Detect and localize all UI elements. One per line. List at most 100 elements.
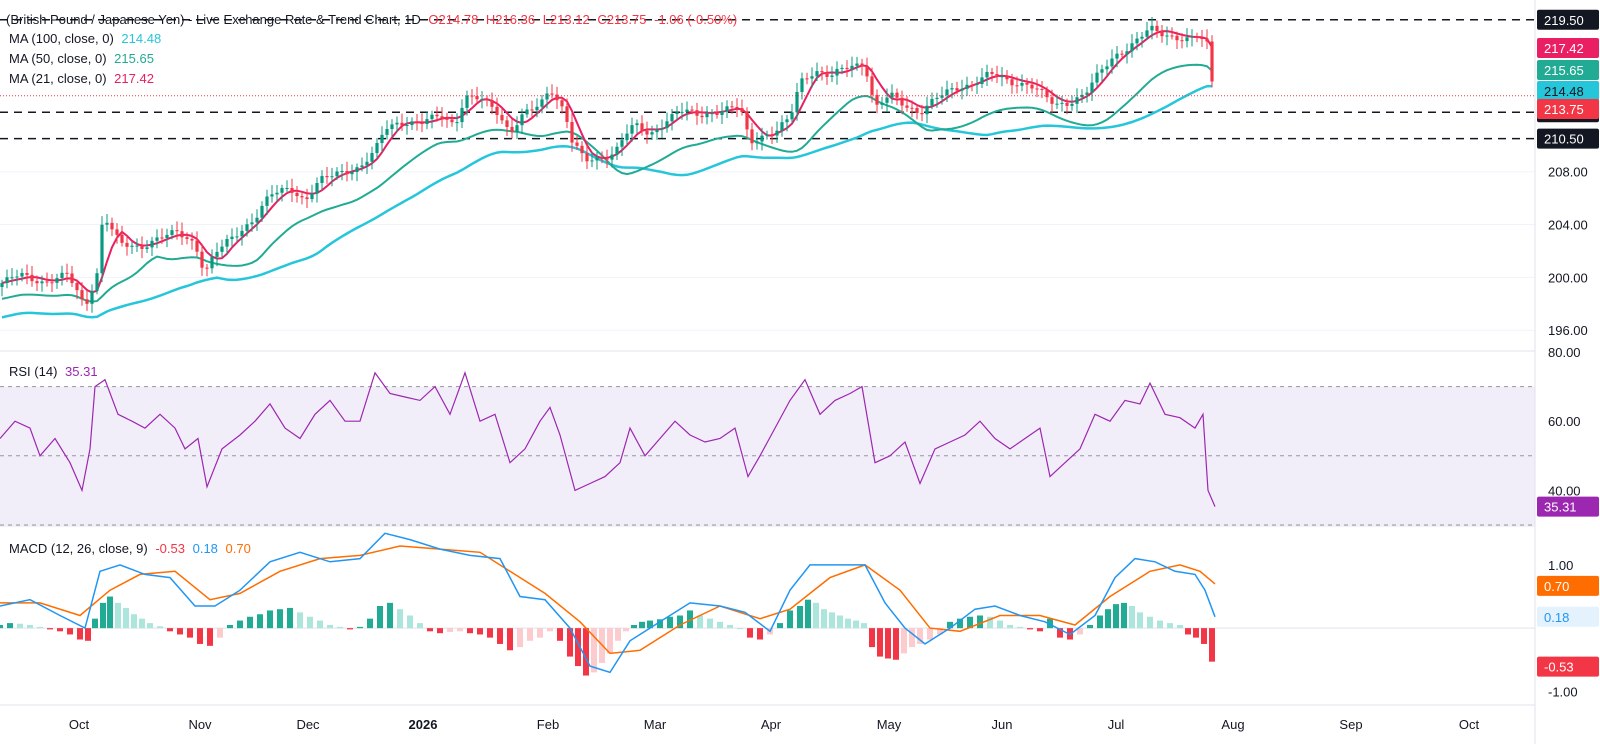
last-price-axis-label-box [1537, 99, 1599, 119]
macd-hist-bar [507, 628, 513, 651]
macd-macd-axis-label: 0.18 [1544, 610, 1569, 625]
candle-body [405, 125, 409, 127]
macd-hist-bar [277, 609, 283, 629]
ma100-value: 214.48 [121, 31, 162, 46]
candle-body [1065, 102, 1069, 106]
macd-hist-bar [1137, 612, 1143, 629]
rsi-legend[interactable]: RSI (14) 35.31 [9, 364, 102, 380]
open-value: O214.78 [428, 12, 479, 27]
ma50-legend[interactable]: MA (50, close, 0) 215.65 [9, 51, 158, 67]
candle-body [850, 65, 854, 69]
candle-body [970, 84, 974, 86]
macd-hist-bar [667, 616, 673, 629]
macd-hist-bar [853, 620, 859, 629]
candle-body [455, 122, 459, 124]
candle-body [10, 277, 14, 279]
candle-body [85, 299, 89, 304]
last-price-axis-label: 213.75 [1544, 102, 1584, 117]
candle-body [135, 245, 139, 247]
candle-body [535, 106, 539, 111]
ma50-axis-label-box [1537, 60, 1599, 80]
macd-hist-bar [115, 602, 121, 629]
candle-body [670, 114, 674, 122]
candle-body [1125, 51, 1129, 55]
macd-hist-bar [517, 628, 523, 648]
candle-body [210, 256, 214, 269]
candle-body [275, 192, 279, 195]
rsi-band [0, 386, 1535, 525]
macd-hist-bar [747, 628, 753, 638]
macd-hist-bar [937, 628, 943, 635]
candle-body [280, 188, 284, 193]
macd-hist-bar [623, 628, 629, 632]
macd-hist-bar [197, 628, 203, 644]
candle-body [940, 95, 944, 98]
macd-hist-bar [307, 616, 313, 629]
candle-body [600, 157, 604, 159]
candle-body [345, 170, 349, 175]
candle-body [615, 146, 619, 155]
candle-body [145, 247, 149, 249]
macd-legend[interactable]: MACD (12, 26, close, 9) -0.53 0.18 0.70 [9, 541, 255, 557]
candle-body [920, 112, 924, 115]
macd-hist-bar [947, 621, 953, 629]
macd-hist-bar [167, 628, 173, 632]
macd-pane [0, 532, 1535, 676]
ma100-legend[interactable]: MA (100, close, 0) 214.48 [9, 31, 165, 47]
macd-tick-label: -1.00 [1548, 684, 1578, 699]
macd-hist-bar [557, 628, 563, 641]
macd-hist-bar [257, 614, 263, 629]
candle-body [735, 106, 739, 109]
macd-hist-bar [777, 623, 783, 629]
candle-body [825, 72, 829, 77]
macd-hist-bar [727, 624, 733, 629]
candle-body [1055, 103, 1059, 105]
candle-body [95, 273, 99, 291]
macd-hist-bar [537, 628, 543, 638]
macd-hist-bar [997, 620, 1003, 629]
level-210-label-box [1537, 128, 1599, 149]
macd-hist-bar [657, 619, 663, 629]
candle-body [130, 245, 134, 247]
candle-body [1120, 53, 1124, 55]
candle-body [1045, 89, 1049, 98]
macd-hist-bar [357, 626, 363, 629]
candle-body [890, 92, 894, 98]
macd-hist-bar [487, 628, 493, 638]
ma100-line [1, 84, 1213, 319]
macd-histogram [0, 596, 1215, 676]
macd-hist-bar [0, 624, 3, 629]
candle-body [550, 93, 554, 95]
macd-hist-bar [877, 628, 883, 657]
macd-hist-bar [575, 628, 581, 667]
ma21-legend[interactable]: MA (21, close, 0) 217.42 [9, 71, 158, 87]
macd-hist-bar [297, 612, 303, 629]
price-pane [0, 17, 1535, 331]
macd-hist-bar [139, 618, 145, 629]
macd-hist-bar [1105, 609, 1111, 629]
candle-body [765, 134, 769, 136]
candle-body [65, 272, 69, 274]
candle-body [605, 158, 609, 160]
candle-body [270, 194, 274, 197]
macd-line [0, 532, 1216, 674]
macd-macd-axis-label-box [1537, 606, 1599, 627]
candle-body [1040, 88, 1044, 90]
macd-hist-bar [607, 628, 613, 654]
candle-body [1170, 35, 1174, 37]
candle-body [975, 83, 979, 85]
candle-body [790, 112, 794, 120]
macd-hist-bar [267, 610, 273, 629]
candle-body [50, 282, 54, 284]
candle-body [495, 106, 499, 115]
candle-body [310, 193, 314, 200]
ma50-axis-label: 215.65 [1544, 63, 1584, 78]
rsi-tick-label: 80.00 [1548, 345, 1581, 360]
candle-body [1185, 37, 1189, 42]
candle-body [660, 128, 664, 130]
candle-body [1010, 79, 1014, 86]
macd-hist-bar [967, 616, 973, 629]
time-tick-label: Feb [537, 717, 559, 732]
candle-body [1035, 88, 1039, 90]
